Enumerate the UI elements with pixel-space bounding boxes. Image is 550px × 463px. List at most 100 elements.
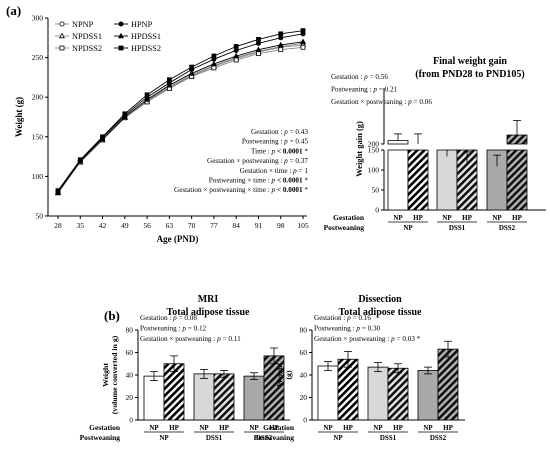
data-point [77, 157, 83, 163]
data-point [233, 47, 239, 53]
data-point [211, 53, 217, 59]
gestation-row-label: Gestation [333, 213, 365, 222]
bar [317, 365, 339, 421]
bar-upper [506, 134, 528, 145]
bar-4 [456, 149, 478, 211]
data-point [300, 44, 306, 50]
legend-label: NPNP [72, 20, 94, 29]
legend-label: HPNP [131, 20, 153, 29]
y-tick-label: 80 [300, 326, 308, 335]
legend-marker [59, 21, 65, 27]
bar-2 [163, 355, 185, 421]
bar-lower [407, 149, 429, 211]
data-point [100, 134, 105, 140]
data-point [188, 70, 195, 76]
y-axis-title: Weight [101, 363, 110, 387]
y-tick-label: 0 [375, 206, 379, 215]
legend-label: HPDSS2 [131, 44, 161, 53]
postweaning-label: DSS2 [430, 434, 447, 442]
data-point [144, 96, 151, 102]
gestation-label: NP [149, 424, 159, 432]
x-tick-label: 35 [77, 221, 85, 230]
data-point [256, 51, 261, 57]
x-tick-label: 70 [188, 221, 196, 230]
gestation-label: NP [393, 214, 403, 222]
stat-line: Gestation : p = 0.08 [140, 314, 197, 322]
stat-line: Time : p < 0.0001 * [251, 147, 308, 155]
y-tick-label: 150 [368, 146, 380, 155]
bar-6 [506, 120, 528, 211]
bar-5 [417, 366, 439, 421]
bar-1 [143, 371, 165, 421]
x-tick-label: 42 [99, 221, 107, 230]
stat-line: Gestation × postweaning : p = 0.11 [140, 335, 241, 343]
data-point [122, 111, 128, 117]
postweaning-label: DSS2 [499, 224, 516, 232]
stat-line: Postweaning : p = 0.12 [140, 325, 207, 333]
gestation-label: HP [443, 424, 453, 432]
stat-line: Postweaning × time : p < 0.0001 * [209, 177, 309, 185]
stat-line: Gestation × time : p = 1 [240, 167, 309, 175]
data-point [210, 60, 217, 67]
data-point [233, 44, 239, 49]
bar-1 [317, 361, 339, 421]
gestation-label: NP [249, 424, 259, 432]
gestation-label: NP [199, 424, 209, 432]
stat-line: Gestation × postweaning : p = 0.37 [207, 157, 308, 165]
y-axis-title: (volume converted in g) [110, 335, 119, 414]
chart-title: Total adipose tissue [339, 307, 423, 318]
data-point [300, 28, 306, 34]
y-tick-label: 250 [32, 53, 44, 62]
postweaning-label: NP [333, 434, 343, 442]
x-tick-label: 91 [255, 221, 263, 230]
bar-6 [263, 347, 285, 421]
x-tick-label: 28 [54, 221, 62, 230]
series-line [57, 30, 304, 191]
data-point [300, 38, 306, 44]
y-tick-label: 60 [126, 348, 134, 357]
data-point [255, 40, 261, 46]
bar-lower [387, 149, 409, 211]
x-tick-label: 77 [210, 221, 218, 230]
y-tick-label: 50 [36, 212, 44, 221]
series-line [57, 33, 304, 192]
bar-lower [436, 149, 458, 211]
x-tick-label: 56 [143, 221, 151, 230]
y-tick-label: 60 [300, 348, 308, 357]
y-tick-label: 20 [300, 393, 308, 402]
legend-label: HPDSS1 [131, 32, 161, 41]
data-point [55, 188, 61, 194]
final-weight-gain-bar-chart: Final weight gain (from PND28 to PND105) G… [324, 56, 546, 232]
y-tick-label: 150 [32, 132, 44, 141]
bar-3 [436, 144, 458, 211]
y-tick-label: 200 [32, 93, 44, 102]
legend-marker [118, 21, 124, 27]
y-tick-label: 0 [303, 416, 307, 425]
legend-marker [59, 45, 65, 51]
data-point [278, 47, 284, 53]
data-point [233, 57, 239, 63]
postweaning-label: DSS1 [380, 434, 397, 442]
gestation-row-label: Gestation [89, 423, 121, 432]
gestation-label: NP [323, 424, 333, 432]
data-point [121, 113, 128, 120]
y-tick-label: 40 [300, 371, 308, 380]
gestation-label: NP [423, 424, 433, 432]
bar [387, 367, 409, 421]
gestation-row-label: Gestation [263, 423, 295, 432]
y-tick-label: 300 [32, 14, 44, 23]
postweaning-label: NP [403, 224, 413, 232]
data-point [166, 77, 172, 83]
chart-title: (from PND28 to PND105) [415, 69, 525, 80]
legend-label: NPDSS1 [72, 32, 102, 41]
data-point [211, 65, 217, 71]
data-point [189, 64, 195, 70]
postweaning-label: DSS2 [256, 434, 273, 442]
bar [337, 358, 359, 421]
postweaning-label: NP [159, 434, 169, 442]
chart-title: Total adipose tissue [167, 307, 251, 318]
y-axis-title: Weight (g) [14, 97, 24, 137]
